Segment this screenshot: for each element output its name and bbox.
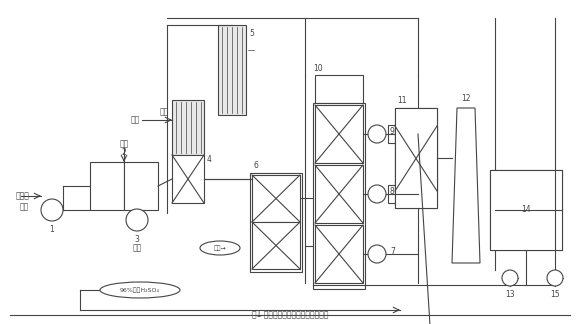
Text: 5: 5 bbox=[249, 29, 254, 38]
Text: 给水→: 给水→ bbox=[213, 245, 226, 251]
Text: 14: 14 bbox=[521, 205, 531, 214]
Bar bbox=[315, 165, 363, 223]
Circle shape bbox=[368, 125, 386, 143]
Bar bbox=[395, 108, 437, 208]
Text: 8: 8 bbox=[390, 188, 395, 196]
Text: 冷水: 冷水 bbox=[160, 108, 169, 117]
Bar bbox=[124, 162, 158, 210]
Bar bbox=[218, 25, 246, 115]
Circle shape bbox=[368, 185, 386, 203]
Text: 图1 干接触酸吸收制硫酸工艺流程图: 图1 干接触酸吸收制硫酸工艺流程图 bbox=[252, 309, 328, 318]
Text: 空气: 空气 bbox=[20, 202, 29, 212]
Polygon shape bbox=[452, 108, 480, 263]
Bar bbox=[172, 100, 204, 155]
Bar bbox=[388, 185, 402, 203]
Text: 2: 2 bbox=[122, 148, 126, 157]
Ellipse shape bbox=[100, 282, 180, 298]
Text: 12: 12 bbox=[461, 94, 471, 103]
Bar bbox=[172, 155, 204, 203]
Text: 15: 15 bbox=[550, 290, 560, 299]
Text: 3: 3 bbox=[135, 235, 139, 244]
Text: 冷水: 冷水 bbox=[130, 115, 140, 124]
Circle shape bbox=[41, 199, 63, 221]
Text: 给水: 给水 bbox=[132, 243, 142, 252]
Bar bbox=[490, 170, 562, 250]
Bar bbox=[315, 225, 363, 283]
Text: 10: 10 bbox=[313, 64, 322, 73]
Bar bbox=[250, 173, 302, 272]
Text: 6: 6 bbox=[254, 161, 259, 170]
Text: 7: 7 bbox=[390, 248, 395, 257]
Bar bbox=[313, 103, 365, 289]
Bar bbox=[395, 126, 437, 191]
Text: 9: 9 bbox=[390, 128, 395, 136]
Text: 11: 11 bbox=[397, 96, 407, 105]
Text: 1: 1 bbox=[50, 225, 55, 234]
Circle shape bbox=[368, 245, 386, 263]
Bar bbox=[395, 108, 437, 208]
Circle shape bbox=[126, 209, 148, 231]
Bar bbox=[388, 125, 402, 143]
Text: 燃气: 燃气 bbox=[119, 139, 129, 148]
Text: 再生气: 再生气 bbox=[15, 191, 29, 201]
Bar bbox=[490, 170, 562, 250]
Circle shape bbox=[547, 270, 563, 286]
Bar bbox=[315, 75, 363, 103]
Bar bbox=[315, 105, 363, 163]
Circle shape bbox=[502, 270, 518, 286]
Bar bbox=[90, 162, 124, 210]
Bar bbox=[252, 175, 300, 222]
Text: 96%成品H₂SO₄: 96%成品H₂SO₄ bbox=[120, 287, 160, 293]
Bar bbox=[252, 222, 300, 269]
Ellipse shape bbox=[200, 241, 240, 255]
Text: 4: 4 bbox=[207, 155, 212, 164]
Text: 13: 13 bbox=[505, 290, 515, 299]
